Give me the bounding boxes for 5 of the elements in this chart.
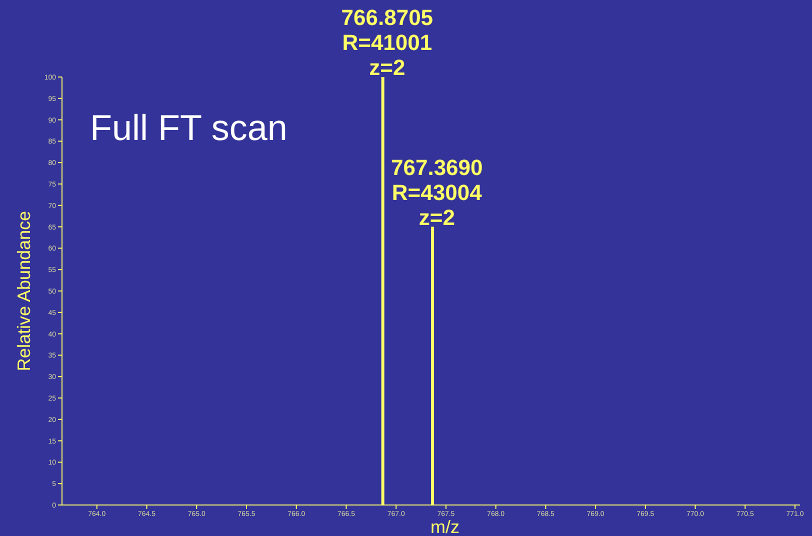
- annotation: 767.3690 R=43004 z=2: [391, 154, 483, 230]
- text: Full FT scan: [90, 107, 288, 148]
- x-axis-title: m/z: [430, 517, 460, 536]
- y-axis-title: Relative Abundance: [14, 210, 34, 372]
- annotation: 766.8705 R=41001 z=2: [341, 5, 434, 80]
